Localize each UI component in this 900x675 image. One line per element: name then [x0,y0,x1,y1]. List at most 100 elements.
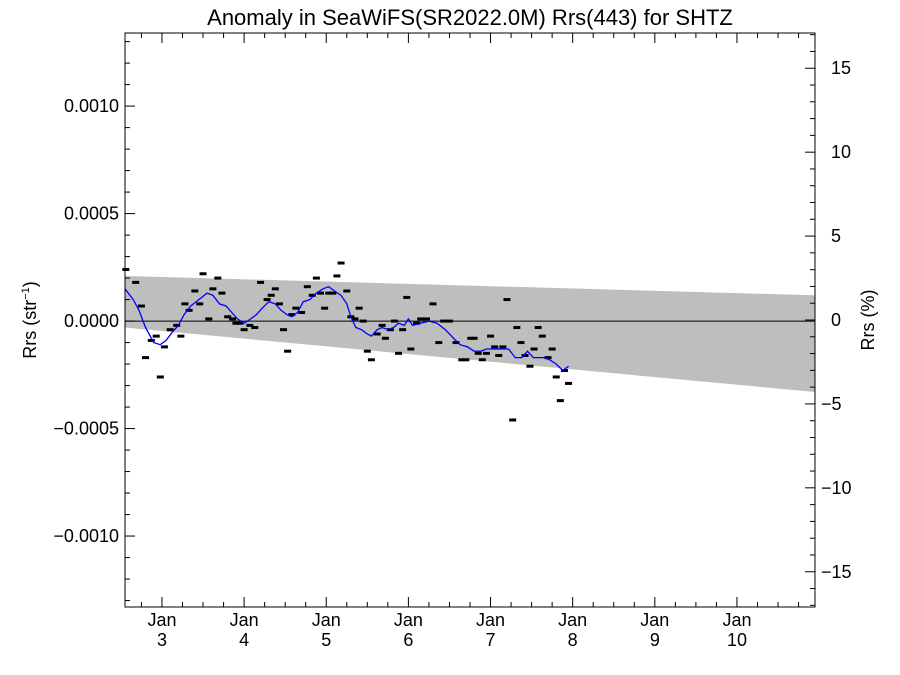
confidence-band [125,275,815,393]
data-point [517,341,525,345]
x-tick-label-month: Jan [230,610,259,630]
data-point [403,295,411,299]
x-tick-label-month: Jan [476,610,505,630]
data-point [422,317,430,321]
data-point [534,326,542,330]
data-point [312,276,320,280]
x-tick-label-day: 9 [650,630,660,650]
y-axis-left-label: Rrs (str−1) [20,281,40,359]
data-point [280,328,288,332]
data-point [363,349,371,353]
data-point [399,328,407,332]
data-point [503,298,511,302]
data-point [499,345,507,349]
y-left-tick-label: 0.0010 [64,96,119,116]
y-right-tick-label: 10 [831,142,851,162]
x-tick-label-day: 10 [727,630,747,650]
data-point [548,347,556,351]
data-point [240,328,248,332]
data-point [321,306,329,310]
data-point [337,261,345,265]
data-point [491,345,499,349]
data-point [429,302,437,306]
y-right-tick-label: −5 [821,394,842,414]
data-point [329,291,337,295]
chart-title: Anomaly in SeaWiFS(SR2022.0M) Rrs(443) f… [207,5,733,30]
data-point [284,349,292,353]
data-point [181,302,189,306]
data-point [495,353,503,357]
data-point [156,375,164,379]
x-tick-label-day: 7 [486,630,496,650]
data-point [267,293,275,297]
data-point [565,381,573,385]
data-point [355,306,363,310]
data-point [288,313,296,317]
y-axis-right-label: Rrs (%) [858,290,878,351]
data-point [413,321,421,325]
y-left-tick-label: 0.0000 [64,311,119,331]
y-right-tick-label: 0 [831,310,841,330]
data-point [209,287,217,291]
data-point [185,308,193,312]
x-tick-label-day: 8 [568,630,578,650]
data-point [386,328,394,332]
data-point [166,328,174,332]
data-point [303,285,311,289]
data-point [298,310,306,314]
data-point [292,306,300,310]
data-point [367,358,375,362]
y-left-tick-label: −0.0005 [53,419,119,439]
data-point [509,418,517,422]
plot-area: Jan3Jan4Jan5Jan6Jan7Jan8Jan9Jan100.00100… [53,32,852,650]
data-point [132,280,140,284]
data-point [530,347,538,351]
data-point [214,276,222,280]
data-point [275,302,283,306]
data-point [556,399,564,403]
data-point [435,341,443,345]
data-point [487,334,495,338]
data-point [257,280,265,284]
data-point [325,291,333,295]
data-point [147,338,155,342]
data-point [263,298,271,302]
data-point [440,319,448,323]
data-point [373,332,381,336]
data-point [205,317,213,321]
data-point [470,336,478,340]
data-point [462,358,470,362]
data-point [351,317,359,321]
data-point [251,326,259,330]
data-point [152,334,160,338]
data-point [236,321,244,325]
data-point [544,356,552,360]
data-point [538,334,546,338]
data-point [359,319,367,323]
data-point [458,358,466,362]
data-point [137,304,145,308]
data-point [224,315,232,319]
x-tick-label-day: 4 [239,630,249,650]
data-point [417,317,425,321]
data-point [445,319,453,323]
x-tick-label-month: Jan [558,610,587,630]
data-point [343,289,351,293]
data-point [122,267,130,271]
data-point [218,291,226,295]
y-right-tick-label: −15 [821,562,852,582]
data-point [474,351,482,355]
data-point [177,334,185,338]
data-point [478,358,486,362]
y-left-tick-label: −0.0010 [53,526,119,546]
x-tick-label-month: Jan [640,610,669,630]
x-tick-label-day: 6 [403,630,413,650]
data-point [526,364,534,368]
y-right-tick-label: 15 [831,58,851,78]
data-point [521,353,529,357]
data-point [196,302,204,306]
data-point [407,347,415,351]
data-point [317,291,324,295]
x-tick-label-month: Jan [312,610,341,630]
